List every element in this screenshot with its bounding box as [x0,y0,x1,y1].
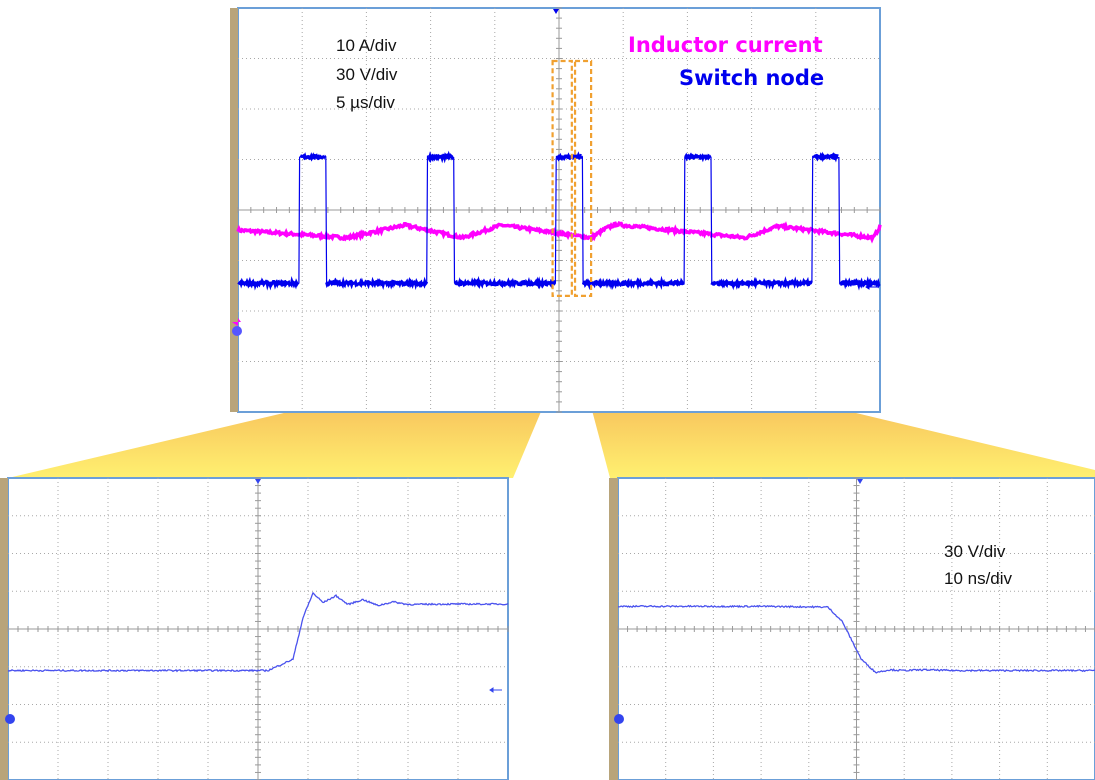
traces [617,604,1095,674]
switch-node-low-level [710,276,813,291]
traces [7,591,509,673]
zoom-highlight-box [573,59,593,297]
overview-screen: 10 A/div 30 V/div 5 µs/div Inductor curr… [230,7,882,413]
trigger-position-marker [255,479,261,484]
ch-ground-marker [232,318,241,326]
switch-node-high-plateau [813,151,839,163]
scale-time: 10 ns/div [944,569,1013,588]
switch-node-high-plateau [555,151,583,162]
legend-inductor-current: Inductor current [628,33,823,57]
scale-voltage: 30 V/div [336,65,398,84]
inductor-current-trace [236,220,882,244]
trigger-level-arrow [489,687,502,693]
rising-edge-screen [0,477,509,780]
trigger-level-arrow [865,284,878,290]
switch-node-low-level [325,276,429,291]
scale-time: 5 µs/div [336,93,395,112]
switch-node-high-plateau [427,150,454,164]
falling-edge-screen: 30 V/div 10 ns/div [609,477,1095,780]
switch-node-high-plateau [299,152,326,162]
grid [237,7,881,413]
trigger-position-marker [553,9,559,14]
grid [7,477,509,780]
switch-node-low-level [839,276,881,291]
ch-ground-dot [614,714,624,724]
switch-node-low-level [581,275,685,291]
trigger-position-marker [857,479,863,484]
scale-voltage: 30 V/div [944,542,1006,561]
switch-node-high-plateau [684,152,711,163]
ch-ground-dot [5,714,15,724]
screen-left-bar [230,8,238,412]
traces [236,150,882,291]
switch-node-zoom-trace [7,591,509,673]
scale-current: 10 A/div [336,36,397,55]
zoom-highlight-box [551,59,573,297]
legend-switch-node: Switch node [679,66,824,90]
switch-node-low-level [453,275,557,290]
screen-left-bar [609,478,618,780]
switch-node-zoom-trace [617,604,1095,674]
highlight-boxes [551,59,593,297]
screen-left-bar [0,478,8,780]
ch-ground-dot [232,326,242,336]
switch-node-low-level [237,275,299,291]
grid [617,477,1095,780]
